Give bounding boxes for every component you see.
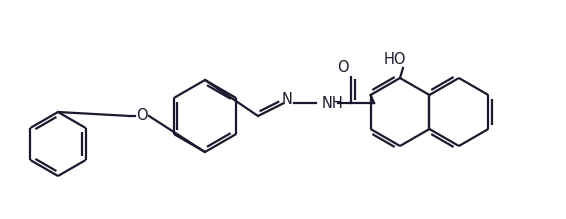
Text: O: O bbox=[136, 108, 148, 124]
Text: HO: HO bbox=[384, 53, 406, 67]
Text: NH: NH bbox=[322, 95, 344, 111]
Text: O: O bbox=[337, 60, 349, 76]
Text: N: N bbox=[281, 92, 293, 108]
